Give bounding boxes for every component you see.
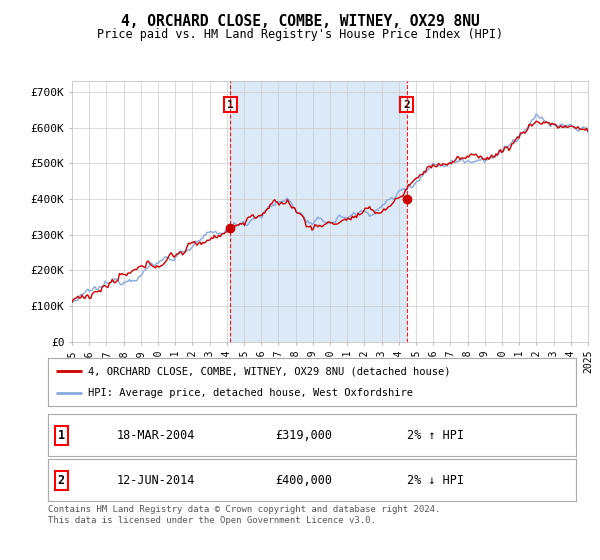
Text: £319,000: £319,000 (275, 429, 332, 442)
Text: Price paid vs. HM Land Registry's House Price Index (HPI): Price paid vs. HM Land Registry's House … (97, 28, 503, 41)
Text: 12-JUN-2014: 12-JUN-2014 (116, 474, 195, 487)
Text: 4, ORCHARD CLOSE, COMBE, WITNEY, OX29 8NU (detached house): 4, ORCHARD CLOSE, COMBE, WITNEY, OX29 8N… (88, 366, 450, 376)
Text: 4, ORCHARD CLOSE, COMBE, WITNEY, OX29 8NU: 4, ORCHARD CLOSE, COMBE, WITNEY, OX29 8N… (121, 14, 479, 29)
Text: 1: 1 (58, 429, 65, 442)
Text: 2: 2 (403, 100, 410, 110)
Text: 2% ↓ HPI: 2% ↓ HPI (407, 474, 464, 487)
Text: £400,000: £400,000 (275, 474, 332, 487)
Text: 18-MAR-2004: 18-MAR-2004 (116, 429, 195, 442)
Text: HPI: Average price, detached house, West Oxfordshire: HPI: Average price, detached house, West… (88, 388, 413, 398)
Text: 2% ↑ HPI: 2% ↑ HPI (407, 429, 464, 442)
Text: Contains HM Land Registry data © Crown copyright and database right 2024.
This d: Contains HM Land Registry data © Crown c… (48, 505, 440, 525)
Text: 1: 1 (227, 100, 234, 110)
Text: 2: 2 (58, 474, 65, 487)
Bar (230, 81, 407, 342)
